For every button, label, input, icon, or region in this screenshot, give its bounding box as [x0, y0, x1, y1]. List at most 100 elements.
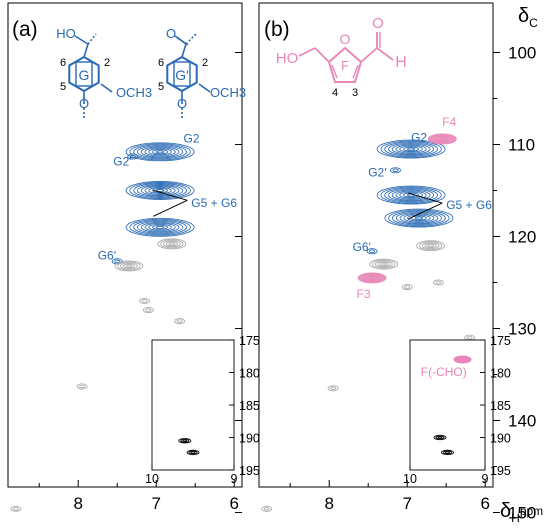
peak-3-ring — [133, 219, 187, 235]
inset-peak-ring — [188, 450, 198, 455]
peak-G2-ring — [376, 139, 446, 159]
bond — [314, 47, 330, 63]
peak-label: G2 — [411, 131, 427, 145]
peak-7-ring — [377, 261, 390, 267]
panel-b-peaks — [261, 133, 476, 512]
inset-y-tick-label: 195 — [490, 464, 511, 478]
peak-G2-ring — [140, 146, 180, 158]
peak-G6-ring — [366, 248, 378, 255]
peak-G2-ring — [395, 144, 427, 154]
panel-a-annotations: G2 G2′ G6′ G5 + G6 — [98, 132, 238, 263]
inset-peak-ring — [190, 451, 196, 454]
peak-F3-ring — [368, 276, 376, 280]
label-aldehyde-o: O — [372, 15, 384, 32]
peak-F3-ring — [360, 273, 384, 283]
label-pos-6: 6 — [158, 57, 164, 69]
peak-label: G2 — [184, 132, 200, 146]
label-pos-4: 4 — [332, 87, 338, 99]
inset-peak — [186, 449, 200, 456]
peak-G2-ring — [148, 148, 172, 156]
peak-3-ring — [129, 218, 191, 236]
inset-y-tick-label: 190 — [490, 432, 511, 446]
peak-G2-ring — [133, 144, 187, 160]
peak-F3 — [357, 272, 387, 284]
peak-2-ring — [391, 189, 431, 201]
peak-3-ring — [144, 222, 176, 232]
panel-b-inset: 175 180 185 190 195 10 9 F(-CHO) — [403, 334, 511, 486]
peak-8-ring — [145, 308, 152, 312]
peak-2-ring — [125, 181, 195, 200]
peak-3-ring — [414, 216, 424, 220]
x-tick-label: 8 — [324, 494, 333, 513]
label-pos-2: 2 — [202, 57, 208, 69]
peak-2-ring — [140, 185, 180, 196]
peak-G2-ring — [144, 147, 176, 157]
inset-frame — [151, 339, 235, 471]
peak-G2-ring — [392, 168, 399, 173]
peak-3-ring — [399, 212, 439, 224]
peak-3-ring — [148, 223, 172, 231]
peak-9-ring — [174, 318, 186, 325]
inset-y-tick-label: 180 — [490, 367, 511, 381]
peak-2-ring — [148, 187, 172, 194]
inset-y-tick-label: 195 — [239, 464, 260, 478]
bond — [376, 47, 394, 61]
leader-line — [408, 192, 443, 204]
inset-x-tick-label: 10 — [145, 472, 159, 486]
peak-11-ring — [10, 505, 22, 512]
peak-12-ring — [327, 385, 339, 392]
panel-b-annotations: G2 F4 G2′ G5 + G6 G6′ F3 — [353, 115, 493, 301]
peak-G2-ring — [387, 142, 435, 156]
label-ring-o: O — [340, 31, 351, 47]
peak-9-ring — [176, 319, 183, 323]
inset-y-tick-label: 175 — [490, 334, 511, 348]
peak-G2-ring — [391, 143, 431, 155]
peak-G6-ring — [114, 259, 121, 264]
label-o: O — [177, 96, 187, 111]
peak-3-ring — [388, 209, 450, 227]
peak-2-ring — [136, 184, 184, 197]
panel-b-label: (b) — [264, 18, 290, 41]
peak-2-ring — [129, 182, 191, 199]
peak-G2-ring — [152, 149, 169, 155]
peak-3-ring — [395, 211, 443, 225]
inset-peak — [178, 438, 192, 444]
peak-10 — [76, 383, 88, 390]
peak-2-ring — [384, 187, 438, 203]
peak-F4-ring — [439, 137, 446, 141]
label-pos-5: 5 — [158, 81, 164, 93]
peak-8 — [142, 307, 154, 314]
peak-5-ring — [427, 244, 434, 248]
label-och3: OCH3 — [210, 85, 246, 100]
peak-G6-ring — [369, 249, 376, 253]
peak-G2-ring — [406, 147, 416, 151]
peak-4-ring — [168, 242, 176, 246]
peak-9 — [401, 284, 413, 291]
peak-3-ring — [136, 220, 184, 234]
peak-11-ring — [466, 335, 473, 340]
peak-8-ring — [142, 307, 154, 314]
inset-peak-ring — [182, 439, 188, 442]
peak-G2 — [125, 142, 195, 162]
y-tick-label: 100 — [508, 44, 536, 63]
peak-11-ring — [12, 507, 19, 511]
peak-5 — [416, 240, 446, 252]
inset-peak-ring — [435, 435, 445, 440]
peak-3-ring — [407, 214, 431, 222]
peak-3-ring — [152, 224, 169, 230]
inset-y-tick-label: 185 — [239, 399, 260, 413]
inset-peak-ring — [437, 436, 443, 439]
peak-2-ring — [380, 186, 442, 204]
peak-label: F3 — [357, 287, 371, 301]
peak-6-ring — [114, 260, 144, 272]
peak-11 — [10, 505, 22, 512]
peak-4-ring — [162, 240, 181, 248]
peak-G2-ring — [155, 150, 165, 154]
inset-peak — [433, 434, 447, 441]
carbon-axis-title: δC — [518, 5, 538, 30]
peak-7-ring — [380, 262, 388, 266]
peak-3 — [125, 217, 195, 237]
peak-G2 — [390, 167, 401, 174]
y-tick-label: 130 — [508, 320, 536, 339]
peak-F3-ring — [357, 272, 387, 284]
